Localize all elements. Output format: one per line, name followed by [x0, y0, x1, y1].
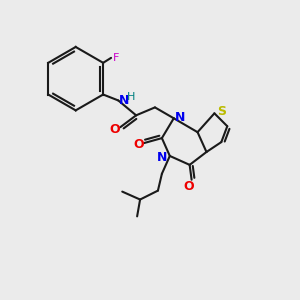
Text: O: O [183, 180, 194, 193]
Text: N: N [175, 111, 185, 124]
Text: N: N [119, 94, 130, 107]
Text: S: S [218, 105, 226, 118]
Text: O: O [109, 123, 120, 136]
Text: H: H [127, 92, 136, 101]
Text: N: N [157, 152, 167, 164]
Text: O: O [134, 138, 144, 151]
Text: F: F [113, 53, 119, 63]
